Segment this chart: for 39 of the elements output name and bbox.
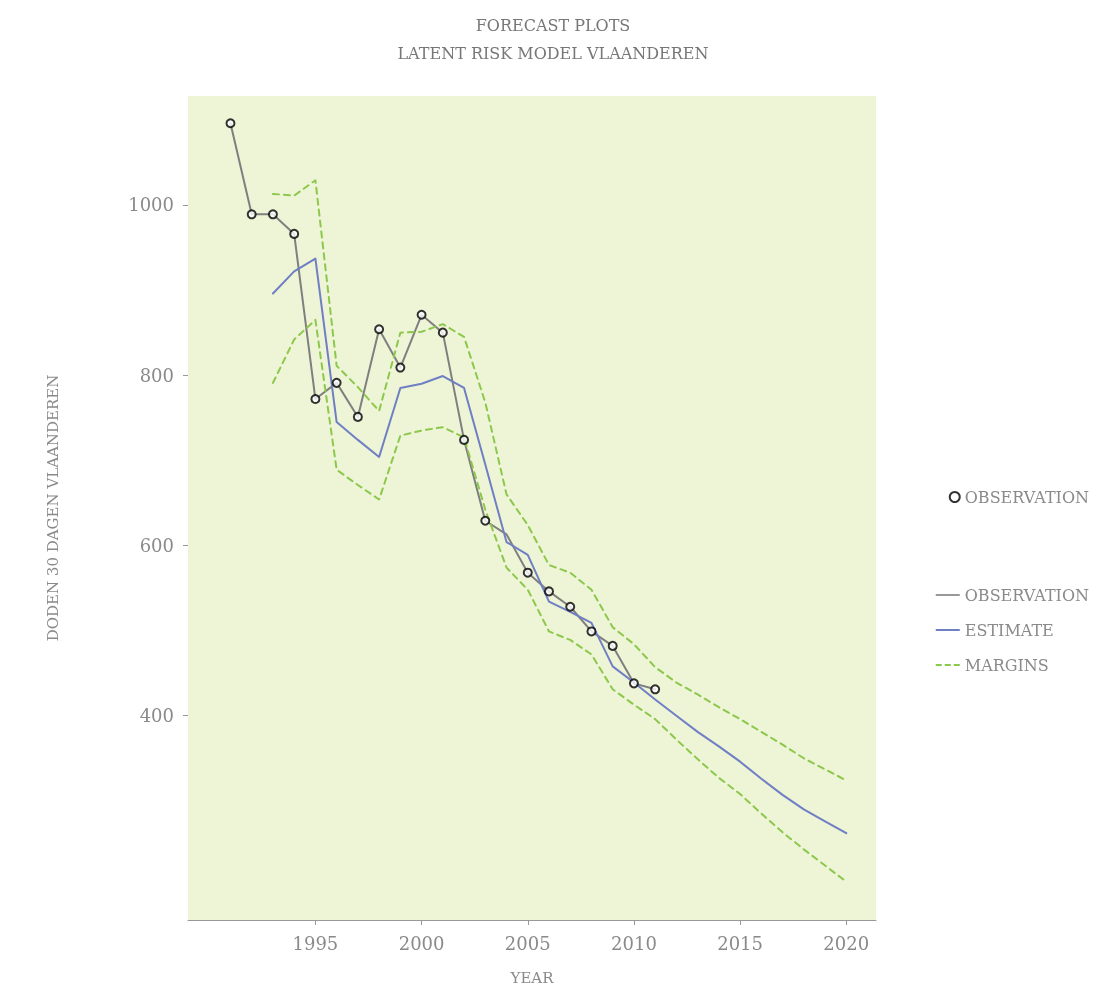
point xyxy=(246,209,257,220)
point xyxy=(480,515,491,526)
point xyxy=(374,324,385,335)
y-tick-label: 1000 xyxy=(128,194,174,216)
x-tick-label: 2015 xyxy=(717,932,764,954)
line-series xyxy=(271,257,848,835)
y-axis-title: DODEN 30 DAGEN VLAANDEREN xyxy=(43,374,62,642)
point xyxy=(544,586,554,597)
legend-label: ESTIMATE xyxy=(964,620,1054,640)
point xyxy=(607,640,618,651)
y-tick-label: 600 xyxy=(139,534,174,556)
point xyxy=(586,626,597,637)
point xyxy=(565,601,576,612)
point xyxy=(437,327,448,338)
point xyxy=(225,118,236,129)
point xyxy=(459,434,470,445)
point xyxy=(628,678,639,689)
y-tick-label: 800 xyxy=(139,364,174,386)
point xyxy=(522,567,533,578)
legend-label: OBSERVATION xyxy=(964,487,1089,507)
x-tick-label: 2010 xyxy=(611,932,657,954)
x-tick-label: 1995 xyxy=(292,932,339,954)
x-tick-label: 2000 xyxy=(398,932,445,954)
chart-title: FORECAST PLOTS xyxy=(475,15,631,35)
point xyxy=(267,209,278,220)
legend-label: MARGINS xyxy=(964,655,1049,675)
point xyxy=(416,309,427,320)
point xyxy=(289,228,300,239)
legend-label: OBSERVATION xyxy=(964,585,1089,605)
x-tick-label: 2005 xyxy=(504,932,551,954)
point xyxy=(352,411,363,422)
x-tick-label: 2020 xyxy=(823,932,870,954)
chart-subtitle: LATENT RISK MODEL VLAANDEREN xyxy=(397,43,709,63)
point xyxy=(310,394,321,405)
y-tick-label: 400 xyxy=(139,705,174,727)
point xyxy=(650,684,661,695)
point xyxy=(331,377,342,388)
point xyxy=(395,362,406,373)
x-axis-title: YEAR xyxy=(509,968,555,987)
